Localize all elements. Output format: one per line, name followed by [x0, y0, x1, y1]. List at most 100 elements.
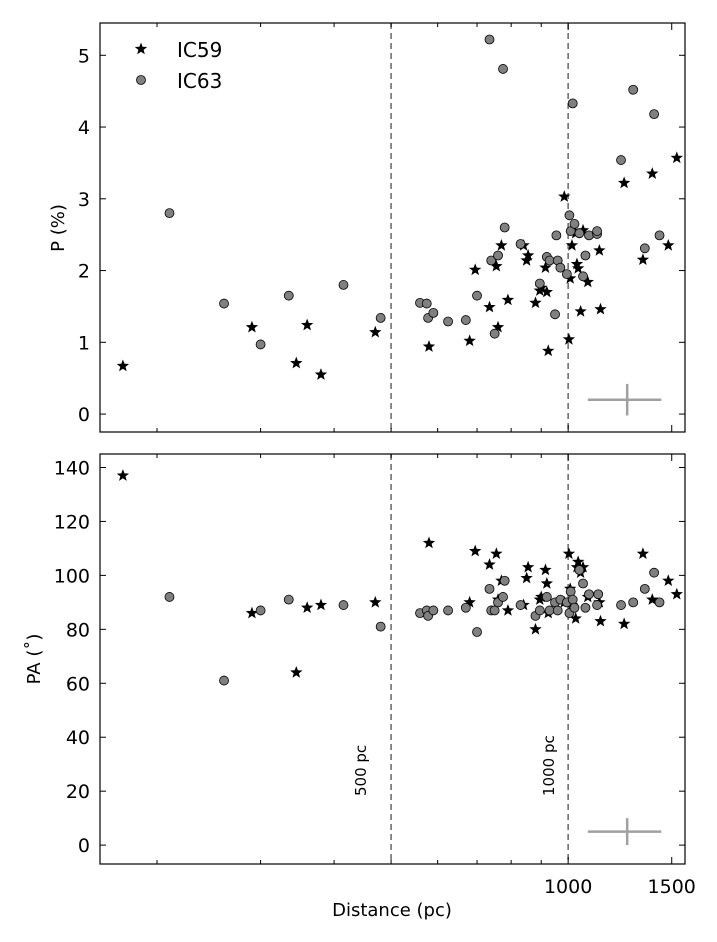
- legend-item-ic59: IC59: [134, 38, 222, 62]
- x-axis-ticks: 1000 1500: [156, 454, 696, 898]
- point-ic63: [616, 155, 626, 165]
- point-ic59: [540, 576, 554, 589]
- point-ic63: [338, 280, 349, 290]
- legend-marker-star: [134, 42, 148, 55]
- point-ic59: [571, 261, 585, 274]
- point-ic63: [551, 230, 562, 241]
- point-ic59: [501, 293, 515, 306]
- point-ic63: [584, 589, 594, 600]
- legend-marker-circle: [136, 75, 146, 85]
- point-ic59: [491, 320, 505, 333]
- y-axis-ticks: 0 1 2 3 4 5: [78, 45, 685, 426]
- x-axis-title: Distance (pc): [332, 900, 452, 921]
- point-ic63: [592, 600, 602, 610]
- point-ic59: [570, 257, 584, 270]
- point-ic63: [555, 262, 566, 273]
- point-ic63: [544, 255, 555, 266]
- point-ic59: [116, 469, 130, 481]
- point-ic59: [483, 300, 496, 313]
- point-ic59: [469, 263, 482, 276]
- point-ic63: [616, 600, 626, 610]
- point-ic59: [245, 606, 259, 619]
- y-tick-label: 2: [78, 261, 90, 283]
- point-ic63: [534, 278, 545, 289]
- point-ic63: [498, 64, 508, 74]
- point-ic59: [501, 603, 515, 616]
- vline-label-500pc: 500 pc: [352, 745, 370, 796]
- point-ic59: [636, 253, 650, 266]
- y-tick-label: 0: [78, 404, 90, 426]
- point-ic63: [639, 583, 650, 594]
- point-ic63: [499, 222, 510, 233]
- point-ic63: [498, 592, 508, 602]
- point-ic63: [460, 602, 471, 613]
- point-ic63: [567, 594, 578, 605]
- panel-polarization: 0 1 2 3 4 5 P (%) IC59 IC63: [48, 22, 686, 433]
- panel-position-angle: 0 20 40 60 80 100 120 140 1000 1500 PA (˚) Dista…: [24, 453, 696, 921]
- point-ic63: [515, 600, 526, 610]
- point-ic63: [578, 578, 588, 589]
- point-ic63: [499, 575, 510, 586]
- point-ic59: [593, 243, 606, 256]
- point-ic63: [472, 627, 482, 637]
- point-ic63: [375, 621, 386, 632]
- point-ic63: [164, 208, 175, 219]
- point-ic63: [460, 315, 471, 325]
- point-ic63: [489, 605, 500, 616]
- y-tick-label: 5: [78, 45, 90, 67]
- point-ic63: [593, 589, 604, 600]
- x-axis-ticks: [156, 23, 673, 432]
- y-tick-label: 40: [66, 727, 90, 749]
- point-ic59: [565, 238, 579, 251]
- point-ic59: [581, 275, 594, 288]
- point-ic63: [654, 230, 665, 241]
- error-bar: [587, 383, 662, 416]
- vline-label-1000pc: 1000 pc: [540, 735, 558, 796]
- point-ic63: [649, 567, 660, 578]
- point-ic63: [164, 592, 175, 602]
- x-tick-label: 1500: [648, 876, 696, 898]
- y-tick-label: 80: [66, 619, 90, 641]
- data-points: [116, 469, 683, 686]
- point-ic59: [539, 563, 552, 576]
- point-ic59: [490, 547, 503, 560]
- y-tick-label: 120: [54, 511, 90, 533]
- legend-item-ic63: IC63: [136, 69, 222, 93]
- point-ic63: [428, 605, 439, 616]
- point-ic63: [541, 592, 552, 602]
- y-axis-ticks: 0 20 40 60 80 100 120 140: [54, 457, 685, 857]
- point-ic59: [535, 590, 548, 603]
- point-ic63: [565, 586, 576, 597]
- point-ic59: [520, 571, 533, 584]
- point-ic59: [529, 622, 542, 635]
- point-ic59: [520, 254, 533, 266]
- data-points: [116, 34, 683, 380]
- point-ic59: [290, 356, 303, 369]
- y-axis-title: P (%): [48, 204, 69, 252]
- point-ic59: [594, 302, 607, 315]
- point-ic59: [646, 167, 659, 179]
- point-ic63: [219, 675, 229, 686]
- point-ic63: [574, 565, 585, 575]
- point-ic63: [338, 600, 349, 610]
- y-tick-label: 140: [54, 457, 90, 479]
- point-ic59: [662, 238, 675, 251]
- point-ic63: [580, 250, 591, 261]
- point-ic59: [290, 665, 303, 678]
- point-ic59: [539, 261, 552, 273]
- point-ic59: [116, 359, 130, 372]
- point-ic59: [463, 334, 476, 347]
- point-ic59: [564, 271, 577, 284]
- point-ic63: [628, 84, 639, 95]
- point-ic63: [443, 316, 453, 327]
- point-ic63: [649, 109, 660, 120]
- point-ic59: [422, 340, 436, 352]
- point-ic59: [521, 560, 535, 573]
- point-ic59: [617, 176, 631, 189]
- point-ic59: [636, 547, 650, 560]
- point-ic63: [628, 597, 639, 608]
- y-tick-label: 20: [66, 781, 90, 803]
- point-ic59: [422, 536, 436, 549]
- point-ic59: [670, 587, 683, 600]
